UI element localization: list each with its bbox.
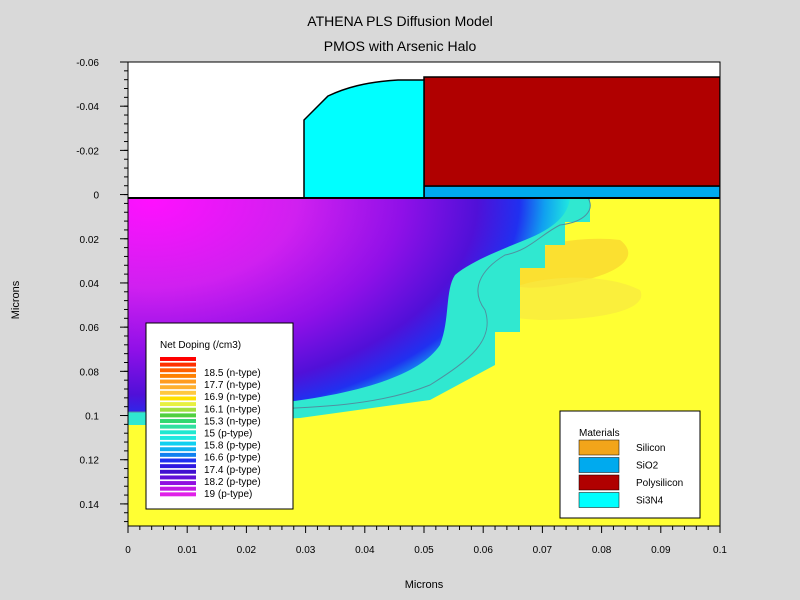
x-tick-label: 0.06 bbox=[473, 545, 493, 556]
material-swatch bbox=[578, 492, 620, 508]
halo-outer bbox=[489, 277, 642, 320]
plot-subtitle: PMOS with Arsenic Halo bbox=[324, 38, 477, 54]
doping-legend: Net Doping (/cm3) 18.5 (n-type)17.7 (n-t… bbox=[145, 322, 294, 510]
material-label: Si3N4 bbox=[636, 496, 664, 507]
doping-legend-label: 17.7 (n-type) bbox=[204, 380, 261, 391]
y-tick-label: 0.12 bbox=[80, 456, 100, 467]
materials-legend-entries: Silicon SiO2 Polysilicon Si3N4 bbox=[578, 439, 683, 508]
y-tick-label: 0.04 bbox=[80, 279, 100, 290]
material-label: Polysilicon bbox=[636, 478, 683, 489]
gate-oxide bbox=[423, 185, 720, 199]
doping-legend-label: 16.6 (p-type) bbox=[204, 453, 261, 464]
doping-legend-label: 15.3 (n-type) bbox=[204, 416, 261, 427]
x-tick-label: 0.03 bbox=[296, 545, 316, 556]
y-tick-label: -0.06 bbox=[76, 58, 99, 69]
doping-swatch bbox=[160, 396, 196, 401]
doping-legend-label: 18.5 (n-type) bbox=[204, 368, 261, 379]
doping-swatch bbox=[160, 475, 196, 480]
x-tick-label: 0.07 bbox=[533, 545, 553, 556]
doping-swatch bbox=[160, 469, 196, 474]
doping-swatch bbox=[160, 362, 196, 367]
doping-swatch bbox=[160, 373, 196, 378]
doping-swatch bbox=[160, 458, 196, 463]
doping-legend-swatches bbox=[160, 357, 196, 497]
y-tick-label: -0.02 bbox=[76, 146, 99, 157]
x-tick-label: 0 bbox=[125, 545, 131, 556]
x-tick-label: 0.09 bbox=[651, 545, 671, 556]
polysilicon-gate bbox=[423, 76, 720, 187]
doping-legend-label: 18.2 (p-type) bbox=[204, 477, 261, 488]
doping-swatch bbox=[160, 430, 196, 435]
x-tick-label: 0.05 bbox=[414, 545, 434, 556]
y-axis-ticks: -0.06 -0.04 -0.02 0 0.02 0.04 0.06 0.08 0.1 0.12 0… bbox=[76, 58, 128, 523]
doping-swatch bbox=[160, 402, 196, 407]
doping-swatch bbox=[160, 492, 196, 497]
doping-swatch bbox=[160, 379, 196, 384]
y-tick-label: 0 bbox=[93, 191, 99, 202]
y-tick-label: -0.04 bbox=[76, 102, 99, 113]
doping-legend-title: Net Doping (/cm3) bbox=[160, 340, 241, 351]
doping-swatch bbox=[160, 368, 196, 373]
material-swatch bbox=[578, 474, 620, 491]
x-tick-label: 0.01 bbox=[177, 545, 197, 556]
materials-legend: Materials Silicon SiO2 Polysilicon Si3N4 bbox=[559, 410, 701, 519]
doping-legend-label: 16.9 (n-type) bbox=[204, 392, 261, 403]
plot-title: ATHENA PLS Diffusion Model bbox=[307, 13, 492, 29]
doping-swatch bbox=[160, 407, 196, 412]
doping-swatch bbox=[160, 452, 196, 457]
x-axis-ticks: 0 0.01 0.02 0.03 0.04 0.05 0.06 0.07 0.08 0.09 0.1 bbox=[125, 526, 727, 556]
material-label: Silicon bbox=[636, 443, 665, 454]
doping-swatch bbox=[160, 390, 196, 395]
x-tick-label: 0.02 bbox=[237, 545, 257, 556]
doping-swatch bbox=[160, 447, 196, 452]
doping-legend-label: 17.4 (p-type) bbox=[204, 465, 261, 476]
doping-legend-labels: 18.5 (n-type)17.7 (n-type)16.9 (n-type)1… bbox=[204, 368, 261, 500]
y-tick-label: 0.06 bbox=[80, 323, 100, 334]
doping-swatch bbox=[160, 441, 196, 446]
doping-swatch bbox=[160, 464, 196, 469]
y-tick-label: 0.1 bbox=[85, 412, 99, 423]
material-label: SiO2 bbox=[636, 461, 659, 472]
y-axis-label: Microns bbox=[10, 280, 22, 319]
x-tick-label: 0.04 bbox=[355, 545, 375, 556]
doping-legend-label: 19 (p-type) bbox=[204, 489, 252, 500]
plot-area bbox=[128, 62, 720, 526]
material-swatch bbox=[578, 439, 620, 456]
doping-swatch bbox=[160, 385, 196, 390]
material-swatch bbox=[578, 457, 620, 473]
doping-swatch bbox=[160, 435, 196, 440]
doping-swatch bbox=[160, 424, 196, 429]
doping-legend-label: 15 (p-type) bbox=[204, 429, 252, 440]
doping-swatch bbox=[160, 486, 196, 491]
doping-legend-label: 15.8 (p-type) bbox=[204, 441, 261, 452]
doping-legend-label: 16.1 (n-type) bbox=[204, 404, 261, 415]
doping-swatch bbox=[160, 413, 196, 418]
y-tick-label: 0.08 bbox=[80, 367, 100, 378]
x-tick-label: 0.08 bbox=[592, 545, 612, 556]
x-tick-label: 0.1 bbox=[713, 545, 727, 556]
nitride-spacer bbox=[303, 79, 425, 199]
x-axis-label: Microns bbox=[405, 579, 444, 591]
doping-swatch bbox=[160, 419, 196, 423]
y-tick-label: 0.02 bbox=[80, 235, 100, 246]
doping-swatch bbox=[160, 357, 196, 361]
materials-legend-title: Materials bbox=[579, 428, 620, 439]
doping-swatch bbox=[160, 481, 196, 486]
y-tick-label: 0.14 bbox=[80, 500, 100, 511]
